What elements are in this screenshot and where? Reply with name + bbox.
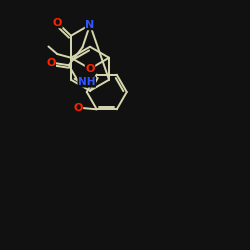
Text: O: O bbox=[73, 103, 83, 113]
Text: O: O bbox=[53, 18, 62, 28]
Text: N: N bbox=[85, 20, 94, 30]
Text: NH: NH bbox=[78, 77, 96, 87]
Text: O: O bbox=[46, 58, 56, 68]
Text: O: O bbox=[85, 64, 95, 74]
